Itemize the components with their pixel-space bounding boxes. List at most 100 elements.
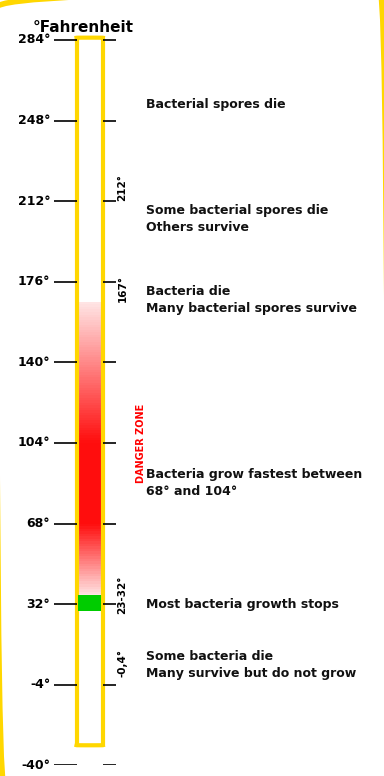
Bar [78,302,101,304]
Bar [78,435,101,438]
Text: Bacteria grow fastest between
68° and 104°: Bacteria grow fastest between 68° and 10… [146,468,362,498]
Bar [78,304,101,307]
Bar [78,524,101,526]
Bar [78,458,101,461]
Bar [78,531,101,534]
Text: Some bacterial spores die
Others survive: Some bacterial spores die Others survive [146,204,328,234]
Bar [78,307,101,310]
Bar [78,423,101,425]
Bar [78,571,101,574]
Bar [78,549,101,551]
Bar [78,405,101,407]
Text: -40°: -40° [21,759,50,772]
Bar [78,514,101,516]
Bar [78,338,101,340]
Bar [78,521,101,524]
Bar [78,506,101,508]
Bar [78,347,101,350]
Text: 212°: 212° [18,195,50,208]
Bar [78,411,101,413]
Bar [78,428,101,431]
Bar [78,496,101,498]
Bar [78,367,101,370]
Bar [78,421,101,423]
Bar [78,334,101,338]
Bar [78,360,101,362]
Bar [78,486,101,488]
Bar [78,377,101,380]
Bar [78,559,101,561]
Bar [78,564,101,566]
Bar [78,425,101,428]
Bar [78,473,101,476]
Bar [78,595,101,611]
Text: 167°: 167° [118,275,127,302]
Bar [78,597,101,599]
Bar [78,431,101,433]
Text: 176°: 176° [18,275,50,288]
Bar [78,554,101,556]
Text: Most bacteria growth stops: Most bacteria growth stops [146,598,339,611]
Bar [78,383,101,385]
Text: °Fahrenheit: °Fahrenheit [33,20,134,35]
Bar [78,415,101,417]
Bar [78,508,101,511]
Bar [78,332,101,334]
Bar [78,476,101,478]
Bar [78,589,101,591]
Bar [78,494,101,496]
Bar [78,345,101,347]
Text: 32°: 32° [26,598,50,611]
Bar [78,539,101,541]
Bar [78,456,101,458]
Bar [78,395,101,397]
Bar [78,488,101,490]
Text: 248°: 248° [18,114,50,127]
Bar [78,438,101,441]
Bar [78,314,101,317]
Bar [78,463,101,466]
Text: 104°: 104° [18,436,50,449]
Bar [78,380,101,383]
Bar [78,445,101,448]
Bar [78,587,101,589]
Bar [78,387,101,390]
Bar [78,340,101,342]
Bar [78,417,101,421]
Bar [78,433,101,435]
Bar [78,528,101,531]
Bar [78,556,101,559]
Text: Bacteria die
Many bacterial spores survive: Bacteria die Many bacterial spores survi… [146,285,357,315]
Bar [78,601,101,605]
Bar [78,498,101,501]
Bar [78,577,101,579]
Bar [78,350,101,352]
Bar [78,330,101,332]
Text: 284°: 284° [18,33,50,47]
Bar [78,518,101,521]
Bar [78,385,101,387]
Bar [78,481,101,483]
Bar [78,352,101,355]
Bar [78,471,101,473]
Bar [78,504,101,506]
Bar [78,320,101,322]
Bar [78,511,101,514]
Bar [78,393,101,395]
Bar [78,413,101,415]
Text: DANGER ZONE: DANGER ZONE [136,404,146,483]
Bar [78,466,101,468]
Bar [78,375,101,377]
Bar [78,536,101,539]
Bar [78,443,101,445]
Bar [78,370,101,372]
Bar [78,584,101,587]
Bar [78,551,101,554]
Bar [78,400,101,403]
Text: Bacterial spores die: Bacterial spores die [146,99,285,112]
Bar [78,451,101,453]
Text: -4°: -4° [30,678,50,691]
Text: 23-32°: 23-32° [118,576,127,615]
Bar [78,372,101,375]
Bar [78,362,101,365]
